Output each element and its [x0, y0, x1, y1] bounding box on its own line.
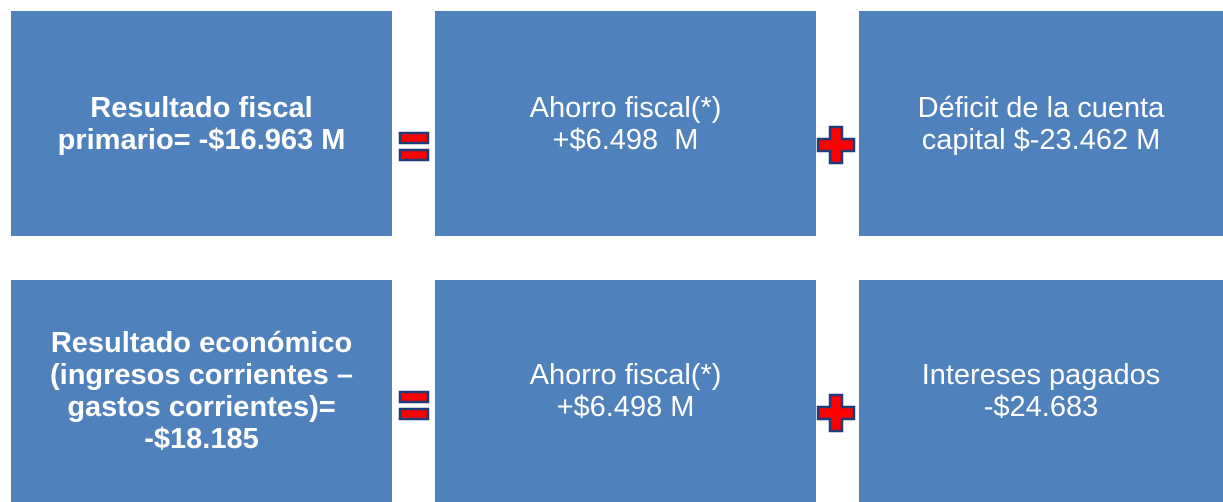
box: Resultado fiscal primario= -$16.963 M: [11, 11, 392, 236]
equals-sign: [398, 131, 430, 162]
box: Ahorro fiscal(*) +$6.498 M: [435, 280, 816, 502]
box-text: -$24.683: [983, 391, 1099, 423]
box-text: (ingresos corrientes –: [50, 359, 353, 391]
box: Intereses pagados -$24.683: [859, 280, 1223, 502]
box-text: Déficit de la cuenta: [917, 91, 1165, 124]
plus-sign: [816, 393, 856, 433]
box-text: +$6.498 M: [556, 391, 695, 423]
box-text: Ahorro fiscal(*): [529, 91, 722, 124]
box: Ahorro fiscal(*) +$6.498 M: [435, 11, 816, 236]
box: Resultado económico (ingresos corrientes …: [11, 280, 392, 502]
equals-sign: [398, 390, 430, 421]
box-text: -$18.185: [144, 423, 259, 455]
box-text: Resultado económico: [50, 327, 353, 359]
box-text: +$6.498 M: [552, 123, 699, 156]
box-text: gastos corrientes)=: [67, 391, 336, 423]
box: Déficit de la cuenta capital $-23.462 M: [859, 11, 1223, 236]
box-text: Resultado fiscal: [90, 91, 313, 124]
box-text: Ahorro fiscal(*): [529, 359, 722, 391]
box-text: capital $-23.462 M: [921, 123, 1161, 156]
box-text: primario= -$16.963 M: [57, 123, 346, 156]
box-text: Intereses pagados: [921, 359, 1161, 391]
plus-sign: [816, 125, 856, 165]
